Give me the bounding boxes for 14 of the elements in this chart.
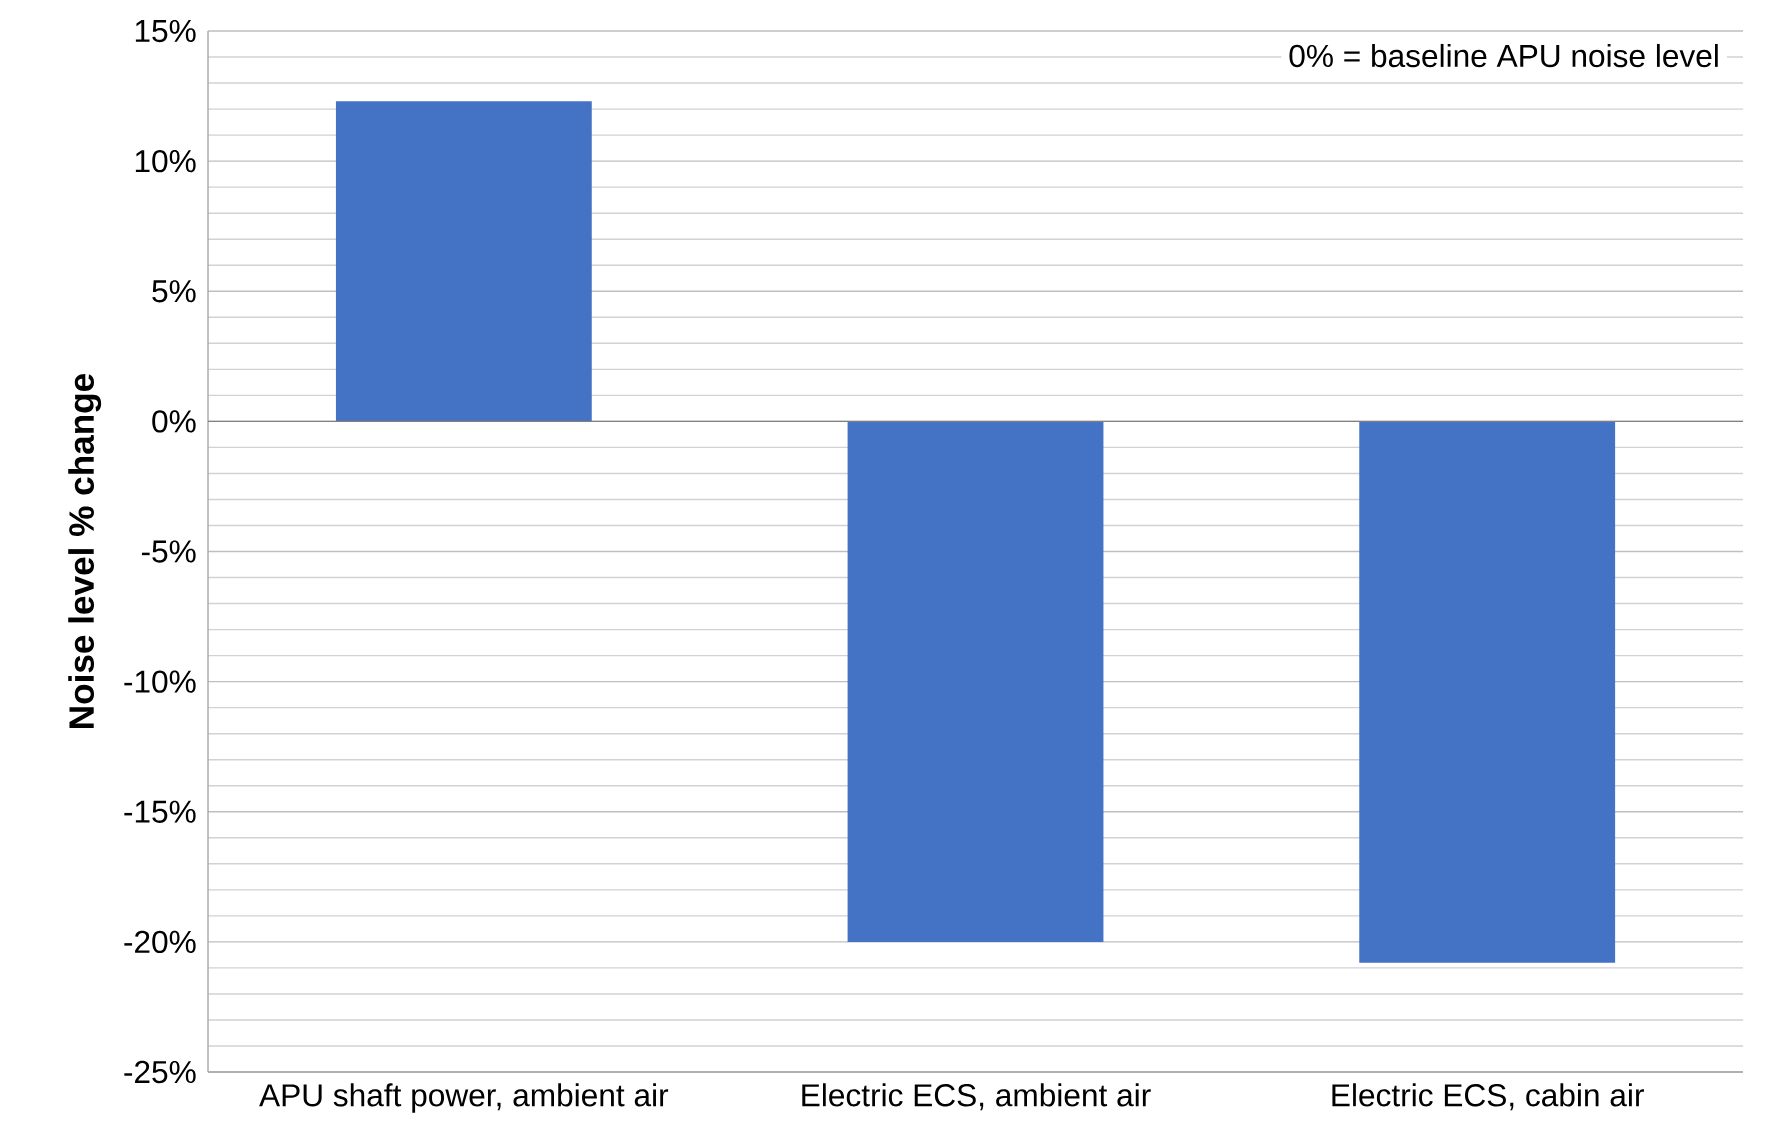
y-tick-label: 10% — [135, 149, 196, 173]
y-tick-label: -25% — [124, 1060, 196, 1084]
x-tick-label: Electric ECS, cabin air — [1332, 1083, 1644, 1111]
y-tick-label: 15% — [135, 19, 196, 43]
y-axis-title: Noise level % change — [68, 374, 102, 728]
x-tick-label: Electric ECS, ambient air — [802, 1083, 1151, 1111]
y-tick-label: 0% — [152, 410, 196, 433]
annotation: 0% = baseline APU noise level — [1289, 43, 1718, 68]
y-tick-label: -10% — [124, 670, 196, 693]
y-tick-label: -15% — [124, 800, 196, 823]
y-tick-label: 5% — [152, 280, 196, 303]
x-tick-label: APU shaft power, ambient air — [259, 1083, 669, 1113]
y-tick-label: -5% — [141, 540, 196, 563]
y-tick-label: -20% — [124, 930, 196, 954]
